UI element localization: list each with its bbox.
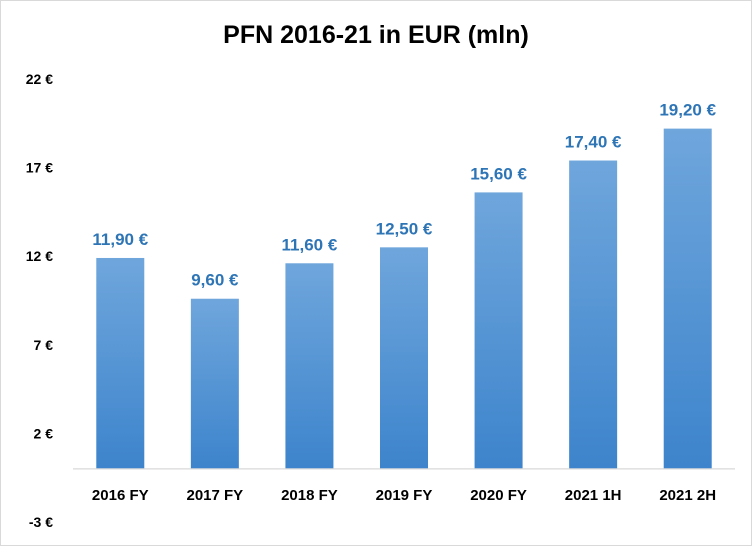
y-axis: 22 € 17 € 12 € 7 € 2 € -3 € bbox=[26, 71, 53, 530]
bar bbox=[474, 192, 523, 469]
x-tick-label: 2021 2H bbox=[659, 487, 716, 504]
chart-title: PFN 2016-21 in EUR (mln) bbox=[223, 21, 529, 49]
x-tick-label: 2020 FY bbox=[470, 487, 527, 504]
x-tick-label: 2017 FY bbox=[186, 487, 243, 504]
bar bbox=[96, 257, 145, 469]
data-labels: 11,90 € 9,60 € 11,60 € 12,50 € 15,60 € 17,40 … bbox=[92, 101, 716, 290]
bars bbox=[96, 128, 712, 469]
bar-value-label: 11,90 € bbox=[92, 230, 148, 249]
y-tick-label: 7 € bbox=[34, 337, 54, 353]
y-tick-label: -3 € bbox=[29, 514, 53, 530]
bar bbox=[285, 263, 334, 469]
x-tick-label: 2018 FY bbox=[281, 487, 338, 504]
bar-value-label: 19,20 € bbox=[659, 101, 716, 120]
y-tick-label: 17 € bbox=[26, 160, 53, 176]
x-tick-label: 2019 FY bbox=[376, 487, 433, 504]
bar bbox=[380, 247, 428, 469]
bar-value-label: 17,40 € bbox=[565, 133, 622, 152]
y-tick-label: 2 € bbox=[34, 425, 54, 441]
x-tick-label: 2016 FY bbox=[92, 487, 149, 504]
bar-value-label: 9,60 € bbox=[191, 271, 239, 290]
bar-value-label: 15,60 € bbox=[470, 164, 527, 183]
bar-value-label: 11,60 € bbox=[282, 235, 338, 254]
bar bbox=[569, 160, 618, 469]
bar bbox=[663, 128, 712, 469]
x-tick-label: 2021 1H bbox=[565, 487, 622, 504]
x-axis: 2016 FY 2017 FY 2018 FY 2019 FY 2020 FY 2021 … bbox=[92, 487, 716, 504]
y-tick-label: 12 € bbox=[26, 248, 53, 264]
bar bbox=[190, 298, 239, 469]
bar-value-label: 12,50 € bbox=[376, 219, 433, 238]
y-tick-label: 22 € bbox=[26, 71, 53, 87]
